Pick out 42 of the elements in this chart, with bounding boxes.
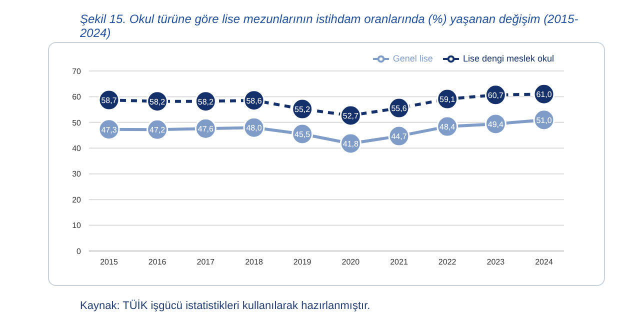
x-tick-label: 2019 [293, 258, 312, 267]
data-label: 49,4 [488, 120, 504, 129]
data-label: 55,2 [294, 105, 311, 114]
y-tick-label: 40 [72, 144, 82, 153]
data-label: 45,5 [294, 130, 311, 139]
data-label: 52,7 [342, 111, 359, 120]
data-label: 41,8 [342, 140, 359, 149]
data-label: 55,6 [391, 104, 408, 114]
data-label: 58,6 [246, 96, 262, 106]
data-label: 58,7 [101, 96, 118, 106]
chart-title: Şekil 15. Okul türüne göre lise mezunlarının istihdam oranlarında (%) yaşanan değişim (2015-2024) [79, 11, 580, 40]
y-tick-label: 70 [72, 66, 82, 76]
data-label: 47,3 [101, 125, 118, 134]
data-label: 47,6 [198, 124, 214, 134]
data-label: 44,7 [391, 132, 408, 142]
data-label: 47,2 [150, 126, 166, 135]
data-label: 61,0 [536, 90, 552, 100]
x-tick-label: 2024 [535, 258, 554, 267]
x-tick-label: 2015 [100, 258, 118, 267]
data-label: 60,7 [488, 90, 504, 100]
data-label: 59,1 [440, 95, 456, 104]
data-label: 48,0 [246, 124, 262, 133]
x-tick-label: 2022 [438, 258, 457, 267]
y-tick-label: 50 [72, 118, 82, 128]
data-label: 48,4 [440, 122, 456, 132]
x-tick-label: 2021 [390, 258, 408, 267]
y-tick-label: 10 [72, 221, 82, 230]
x-tick-label: 2020 [342, 258, 360, 267]
y-tick-label: 30 [72, 170, 82, 179]
x-tick-label: 2023 [486, 258, 506, 267]
legend-label: Genel lise [392, 53, 433, 64]
x-tick-label: 2017 [196, 258, 216, 267]
x-tick-label: 2018 [245, 258, 264, 267]
y-tick-label: 0 [76, 246, 82, 256]
data-label: 51,0 [536, 116, 552, 125]
y-tick-label: 20 [72, 195, 82, 204]
text: Kaynak: TÜİK işgücü istatistikleri kullanılarak hazırlanmıştır. [80, 300, 370, 312]
legend-label: Lise dengi meslek okul [462, 53, 554, 64]
x-tick-label: 2016 [148, 258, 167, 267]
data-label: 58,2 [150, 97, 166, 106]
y-tick-label: 60 [72, 92, 82, 102]
data-label: 58,2 [198, 97, 214, 106]
